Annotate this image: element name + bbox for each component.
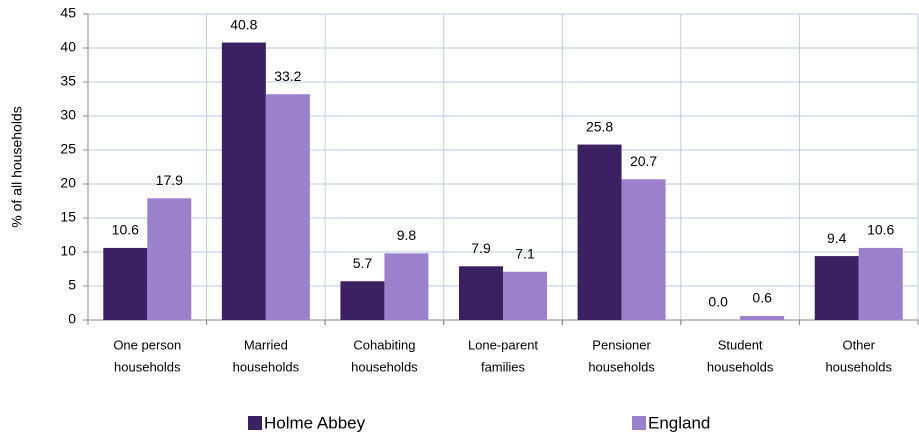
data-label: 10.6 (112, 222, 139, 238)
y-tick-label: 0 (68, 311, 76, 327)
legend-swatch (632, 416, 646, 430)
data-label: 33.2 (274, 68, 301, 84)
x-tick-label: households (114, 359, 181, 374)
x-tick-label: One person (113, 337, 181, 352)
y-tick-label: 10 (60, 243, 76, 259)
x-tick-label: households (233, 359, 300, 374)
bar (858, 247, 903, 320)
data-label: 40.8 (230, 16, 257, 32)
bar (340, 281, 385, 320)
y-axis-label: % of all households (9, 106, 25, 227)
bar (503, 271, 547, 320)
bar (740, 315, 785, 320)
data-label: 9.4 (827, 230, 847, 246)
y-tick-label: 20 (60, 175, 76, 191)
data-label: 9.8 (397, 227, 417, 243)
legend-label: Holme Abbey (264, 413, 366, 432)
bar (103, 247, 148, 320)
bar (265, 94, 310, 321)
bar (577, 144, 622, 320)
y-tick-label: 15 (60, 209, 76, 225)
y-tick-label: 35 (60, 73, 76, 89)
y-tick-label: 5 (68, 277, 76, 293)
bar (147, 198, 192, 320)
legend-swatch (248, 416, 262, 430)
y-tick-label: 40 (60, 39, 76, 55)
x-tick-label: Cohabiting (353, 337, 415, 352)
x-tick-label: households (825, 359, 892, 374)
x-tick-label: Married (244, 337, 288, 352)
bar (221, 42, 266, 321)
y-tick-label: 30 (60, 107, 76, 123)
x-tick-label: Pensioner (592, 337, 651, 352)
data-label: 5.7 (353, 255, 373, 271)
x-tick-label: Other (842, 337, 875, 352)
data-label: 7.9 (471, 240, 491, 256)
x-tick-label: households (707, 359, 774, 374)
data-label: 20.7 (630, 153, 657, 169)
x-tick-label: households (588, 359, 655, 374)
data-label: 7.1 (515, 245, 535, 261)
x-tick-label: families (481, 359, 526, 374)
x-tick-label: Student (718, 337, 763, 352)
legend-label: England (648, 413, 710, 432)
bar (459, 266, 503, 320)
y-tick-label: 25 (60, 141, 76, 157)
y-tick-label: 45 (60, 5, 76, 21)
data-label: 10.6 (867, 222, 894, 238)
bar (384, 253, 429, 320)
data-label: 25.8 (586, 118, 613, 134)
data-label: 0.6 (752, 290, 772, 306)
x-tick-label: households (351, 359, 418, 374)
data-label: 17.9 (156, 172, 183, 188)
data-label: 0.0 (708, 294, 728, 310)
x-tick-label: Lone-parent (468, 337, 538, 352)
bar (814, 256, 859, 320)
bar (621, 179, 666, 320)
